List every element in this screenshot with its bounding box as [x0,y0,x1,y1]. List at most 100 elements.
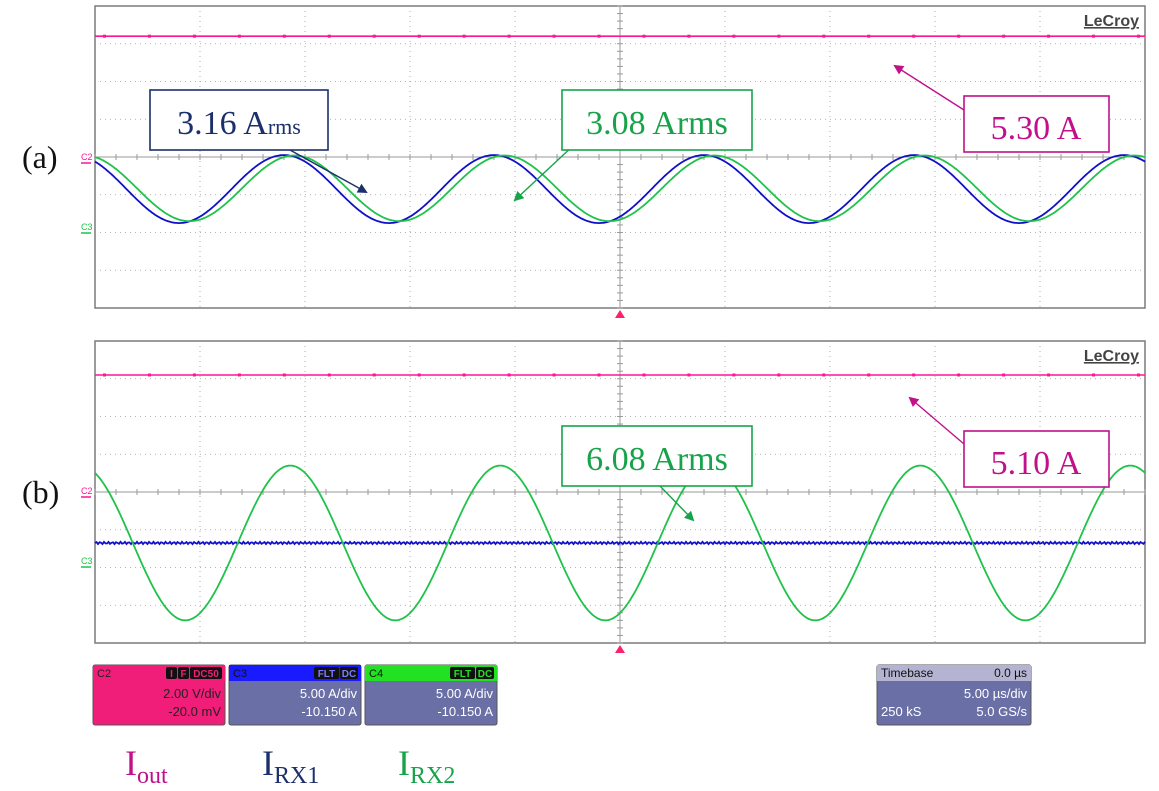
trace-point-iout [147,373,151,377]
panel-label: (b) [22,474,59,510]
channel-box-tag: DC [478,669,492,680]
timebase-rate: 5.0 GS/s [976,704,1027,719]
trace-point-iout [327,34,331,38]
annotation-text: 3.08 Arms [586,105,728,142]
channel-box-tag: DC50 [193,669,219,680]
channel-box-tag: I [170,669,173,680]
legend-subscript: RX1 [274,763,319,789]
trace-point-iout [597,34,601,38]
trace-point-iout [192,34,196,38]
channel-tag-c2: C2 [81,152,93,162]
trace-point-iout [507,34,511,38]
trace-point-iout [462,373,466,377]
trace-irx2 [94,464,1146,622]
trace-point-iout [777,373,781,377]
annotation-subscript: rms [268,114,301,139]
trace-point-iout [642,373,646,377]
legend-irx2: IRX2 [398,743,455,789]
timebase-div: 5.00 µs/div [964,686,1028,701]
annotation-value: 5.30 A [991,110,1082,147]
trigger-marker [615,310,625,318]
scope-panel-a: LeCroy C2 C3 (a) 3.16 Arms 3.08 Arms 5.30 A [22,5,1146,318]
trace-point-iout [282,373,286,377]
annotation-box [963,430,1110,488]
trace-point-iout [552,373,556,377]
trace-point-iout [1137,373,1140,377]
panel-label: (a) [22,139,58,175]
channel-box-scale: 5.00 A/div [300,686,358,701]
lecroy-brand: LeCroy [1084,348,1139,365]
channel-box-offset: -20.0 mV [168,704,221,719]
trace-point-iout [237,373,241,377]
trace-point-iout [103,373,106,377]
annotation-arrow [908,396,965,445]
channel-box-c3: C3 DC FLT 5.00 A/div -10.150 A [228,664,362,726]
timebase-samples: 250 kS [881,704,922,719]
timebase-delay: 0.0 µs [994,666,1027,680]
channel-box-tag-bg [178,667,189,679]
trace-point-iout [462,34,466,38]
trace-point-iout [822,373,826,377]
trace-point-iout [1047,34,1051,38]
trace-point-iout [687,373,691,377]
timebase-header [877,665,1031,681]
scope-panel-b: LeCroy C2 C3 (b) 6.08 Arms 5.10 A [22,340,1146,653]
channel-box-tag-bg [314,667,339,679]
legend-irx1: IRX1 [262,743,319,789]
channel-tag-c3: C3 [81,556,93,566]
trace-point-iout [417,373,421,377]
trace-point-iout [507,373,511,377]
legend-iout: Iout [125,743,168,789]
channel-box-c2: C2 DC50 FI 2.00 V/div -20.0 mV [92,664,226,726]
legend-base: I [125,743,137,783]
trace-point-iout [147,34,151,38]
channel-box-tag: FLT [454,669,472,680]
channel-box-c4: C4 DC FLT 5.00 A/div -10.150 A [364,664,498,726]
timebase-box: Timebase 0.0 µs 5.00 µs/div 250 kS 5.0 GS/s [876,664,1032,726]
channel-box-name: C4 [369,668,383,680]
channel-box-name: C2 [97,668,111,680]
annotation-value: 3.08 Arms [586,105,728,142]
trace-point-iout [597,373,601,377]
channel-box-name: C3 [233,668,247,680]
trace-point-iout [192,373,196,377]
channel-box-offset: -10.150 A [437,704,493,719]
annotation-box [149,89,329,151]
trace-point-iout [1092,373,1096,377]
trace-irx1 [94,154,1146,225]
channel-box-scale: 5.00 A/div [436,686,494,701]
trace-point-iout [1002,34,1006,38]
annotation-value: 5.10 A [991,445,1082,482]
annotation-box [561,89,753,151]
channel-box-tag-bg [476,667,494,679]
trace-point-iout [912,34,916,38]
trace-point-iout [732,34,736,38]
trace-point-iout [1092,34,1096,38]
trace-point-iout [552,34,556,38]
legend-subscript: out [137,763,168,789]
annotation-arrow [893,64,965,111]
trace-point-iout [327,373,331,377]
annotation-arrow [513,143,576,202]
channel-box-tag: F [180,669,186,680]
channel-box-offset: -10.150 A [301,704,357,719]
channel-box-tag-bg [340,667,358,679]
trace-point-iout [822,34,826,38]
channel-tag-c3: C3 [81,222,93,232]
annotation-box [963,95,1110,153]
trace-point-iout [642,34,646,38]
trace-point-iout [417,34,421,38]
legend-base: I [398,743,410,783]
channel-box-tag-bg [190,667,222,679]
legend-base: I [262,743,274,783]
trace-point-iout [957,373,961,377]
trace-point-iout [237,34,241,38]
trace-point-iout [777,34,781,38]
trace-point-iout [282,34,286,38]
annotation-arrow [289,149,368,193]
channel-box-scale: 2.00 V/div [163,686,221,701]
channel-box-tag-bg [450,667,475,679]
channel-box-tag: FLT [318,669,336,680]
trace-point-iout [1002,373,1006,377]
timebase-label: Timebase [881,666,934,680]
